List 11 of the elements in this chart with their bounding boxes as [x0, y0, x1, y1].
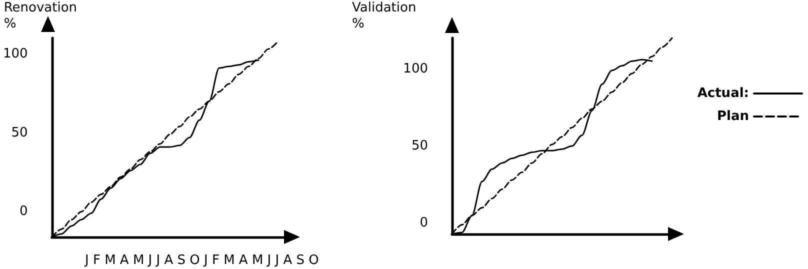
legend-label: Actual: [697, 86, 749, 101]
y-tick-label: 0 [420, 216, 428, 231]
y-tick-label: 100 [403, 61, 428, 76]
y-axis-title: Validation % [352, 0, 416, 32]
y-tick-label: 50 [411, 138, 428, 154]
y-tick-label: 0 [20, 204, 28, 220]
y-tick-label: 50 [11, 125, 28, 140]
y-axis-title: Renovation % [4, 0, 78, 32]
text: J F M A M J J A S O J F M A M J J A S O [84, 253, 319, 268]
legend-label: Plan [716, 109, 749, 124]
y-tick-label: 100 [2, 46, 28, 62]
